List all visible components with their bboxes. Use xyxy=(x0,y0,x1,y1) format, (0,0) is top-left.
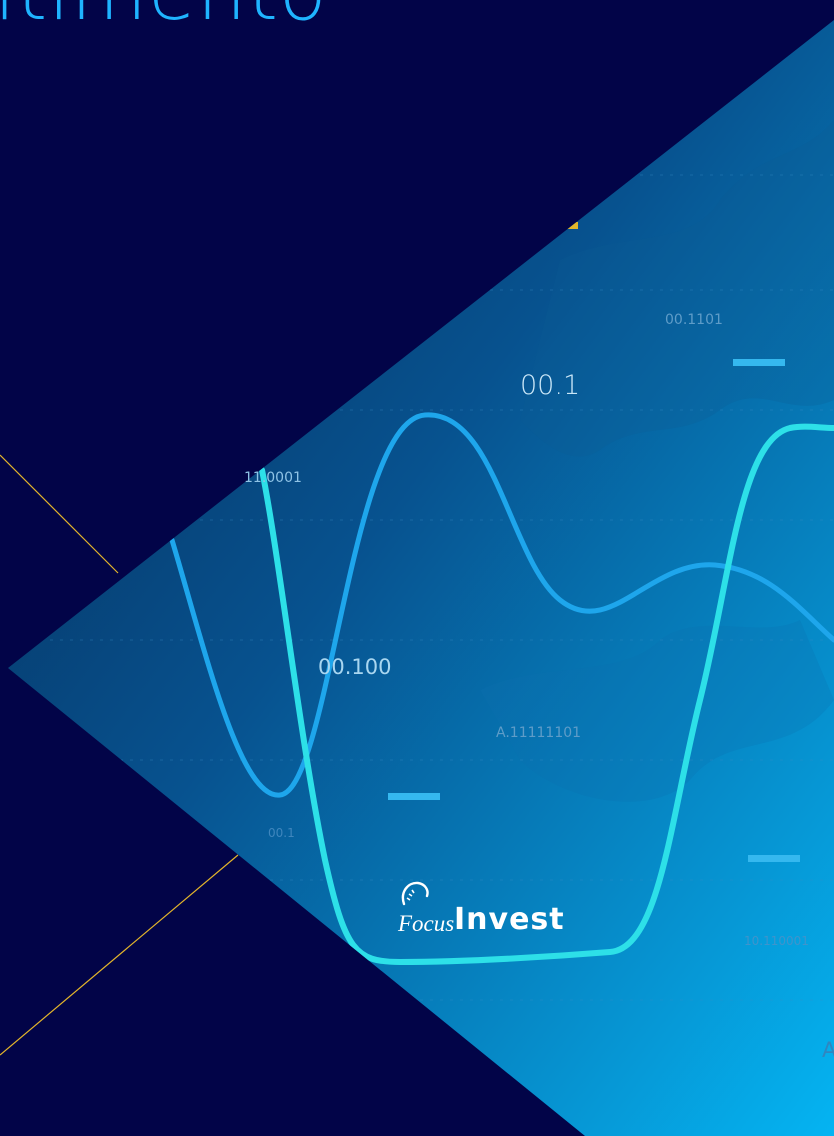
data-label: 00.1101 xyxy=(665,312,723,328)
data-label: A xyxy=(822,1038,834,1062)
headline: ltimento xyxy=(0,0,328,38)
map-texture xyxy=(520,120,834,457)
triangle-panel xyxy=(8,20,834,1136)
logo-brand-text: Invest xyxy=(454,902,565,937)
triangle-contents xyxy=(8,120,834,1001)
focus-invest-logo: Focus Invest xyxy=(398,878,598,950)
data-label: 00.100 xyxy=(318,655,392,679)
data-label: A.11111101 xyxy=(496,725,582,741)
data-label: 00.1 xyxy=(520,370,581,401)
map-texture xyxy=(480,620,834,802)
graph-line-icon xyxy=(169,412,834,798)
logo-arc-icon xyxy=(401,881,429,906)
data-label: 10.110001 xyxy=(744,934,809,948)
data-label: 11.0001 xyxy=(244,470,302,486)
accent-line-upper xyxy=(0,454,119,574)
accent-line-lower xyxy=(0,854,239,1056)
data-label: 00.1 xyxy=(268,826,295,840)
graph-line-icon xyxy=(259,423,834,966)
logo-script-text: Focus xyxy=(398,911,455,936)
